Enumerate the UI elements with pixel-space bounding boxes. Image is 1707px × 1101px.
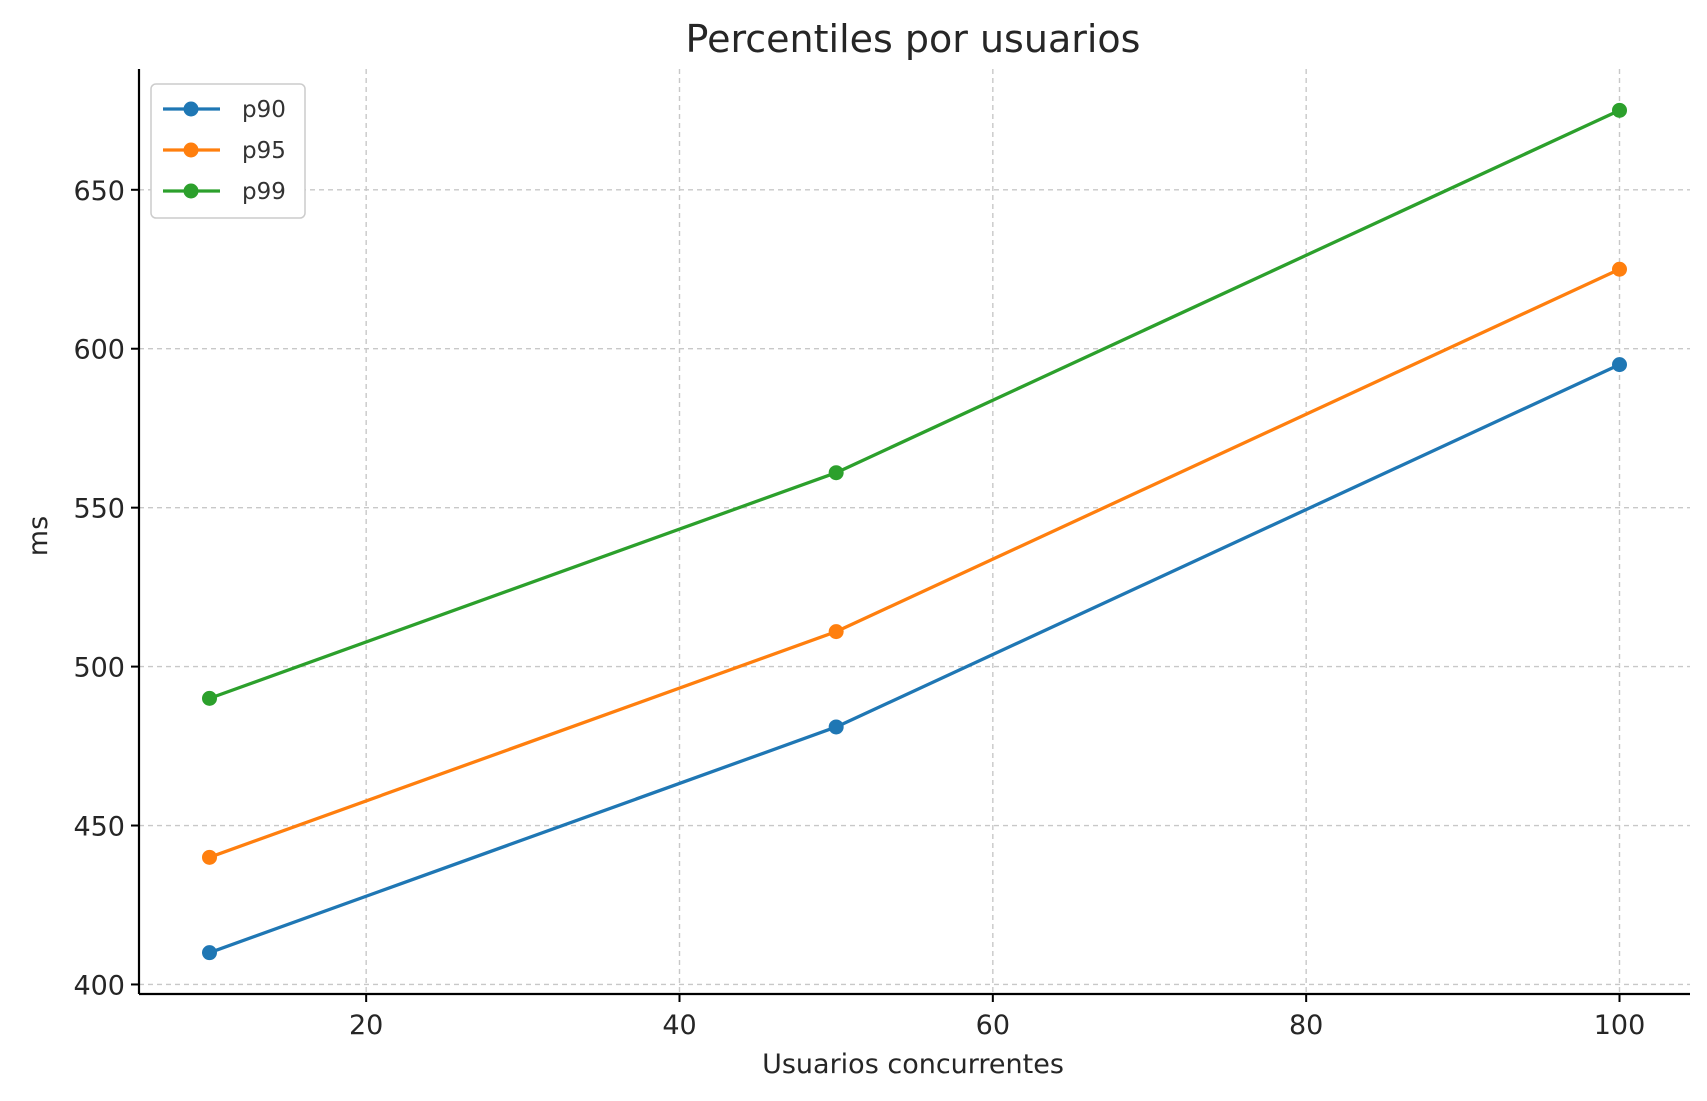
data-point-p99 (202, 690, 217, 706)
y-tick-label: 450 (73, 812, 125, 843)
chart-title: Percentiles por usuarios (686, 17, 1141, 61)
data-point-p90 (1612, 357, 1627, 373)
legend-item-p95: p95 (163, 138, 286, 164)
y-tick-label: 400 (73, 970, 125, 1001)
legend-marker (183, 183, 199, 199)
data-point-p95 (828, 624, 844, 640)
legend-item-p99: p99 (163, 179, 286, 205)
axes (137, 69, 1690, 996)
x-tick-label: 100 (1594, 1010, 1646, 1041)
series-line-p95 (208, 267, 1621, 859)
legend-label: p99 (242, 179, 286, 205)
y-tick-label: 500 (73, 653, 125, 684)
legend: p90 p95 p99 (150, 83, 306, 219)
legend-item-p90: p90 (163, 97, 286, 123)
grid (139, 69, 1690, 994)
x-ticks: 20 40 60 80 100 (349, 994, 1645, 1041)
series-p95 (202, 261, 1627, 865)
legend-marker (183, 142, 199, 158)
data-point-p99 (828, 465, 844, 481)
data-point-p99 (1612, 102, 1627, 118)
data-point-p90 (828, 719, 844, 735)
y-axis-label: ms (23, 516, 54, 556)
y-tick-label: 650 (73, 176, 125, 207)
x-tick-label: 60 (976, 1010, 1010, 1041)
legend-label: p90 (242, 97, 286, 123)
data-point-p95 (202, 849, 217, 865)
series-line-p90 (208, 363, 1621, 955)
series-group (202, 102, 1627, 961)
data-point-p95 (1612, 261, 1627, 277)
legend-marker (183, 101, 199, 117)
x-tick-label: 40 (662, 1010, 696, 1041)
series-p99 (202, 102, 1627, 706)
series-p90 (202, 357, 1627, 961)
series-line-p99 (208, 108, 1621, 700)
y-tick-label: 600 (73, 335, 125, 366)
x-tick-label: 20 (349, 1010, 383, 1041)
y-tick-label: 550 (73, 494, 125, 525)
x-tick-label: 80 (1289, 1010, 1323, 1041)
legend-label: p95 (242, 138, 286, 164)
data-point-p90 (202, 945, 217, 961)
x-axis-label: Usuarios concurrentes (762, 1049, 1064, 1080)
y-ticks: 400 450 500 550 600 650 (73, 176, 139, 1001)
